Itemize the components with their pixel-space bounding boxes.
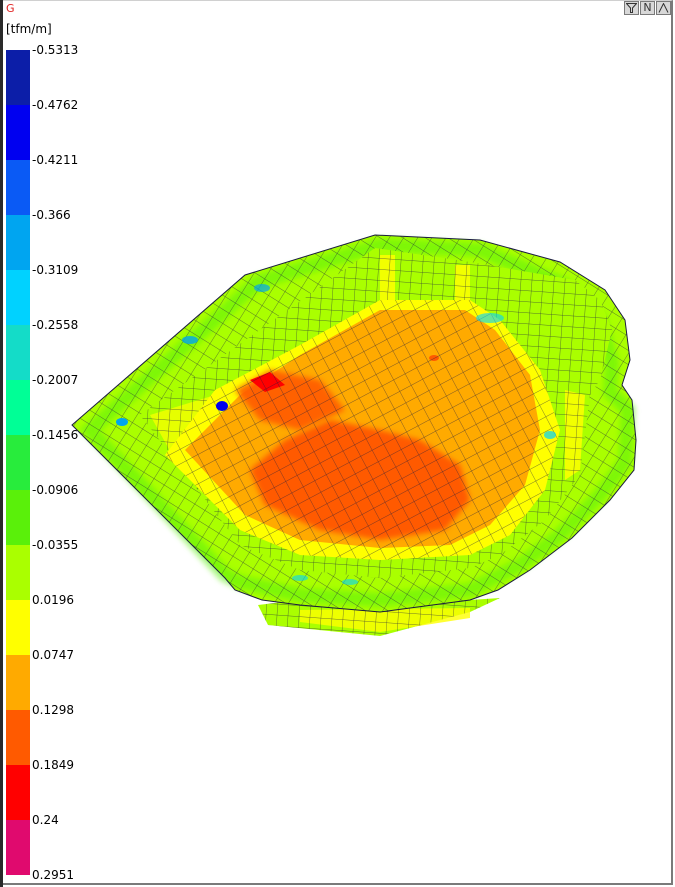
legend-band [6, 50, 30, 105]
chevron-up-icon [657, 3, 670, 13]
filter-button[interactable] [624, 1, 639, 15]
normal-view-button[interactable]: N [640, 1, 655, 15]
legend-band [6, 270, 30, 325]
legend-band [6, 215, 30, 270]
legend-label: -0.1456 [32, 428, 79, 442]
legend-band [6, 325, 30, 380]
model-bottom-skirt [258, 598, 500, 636]
collapse-button[interactable] [656, 1, 671, 15]
n-icon: N [643, 1, 652, 14]
legend-band [6, 820, 30, 875]
legend-label: 0.1849 [32, 758, 74, 772]
legend-label: 0.0196 [32, 593, 74, 607]
legend-label: 0.2951 [32, 868, 74, 882]
legend-band [6, 160, 30, 215]
window-left-edge [0, 0, 3, 887]
legend-band [6, 105, 30, 160]
legend-label: -0.0355 [32, 538, 79, 552]
view-toolbar: N [624, 1, 671, 15]
legend-label: 0.24 [32, 813, 59, 827]
legend-label: -0.2558 [32, 318, 79, 332]
legend-label: -0.5313 [32, 43, 79, 57]
legend-label: -0.3109 [32, 263, 79, 277]
legend-label: -0.4211 [32, 153, 79, 167]
legend-label: -0.366 [32, 208, 71, 222]
legend-label: -0.4762 [32, 98, 79, 112]
legend-label: -0.2007 [32, 373, 79, 387]
legend-label: -0.0906 [32, 483, 79, 497]
legend-band [6, 600, 30, 655]
model-low-value-spots [116, 284, 556, 585]
view-title: G [6, 2, 15, 15]
unit-label: [tfm/m] [6, 22, 52, 36]
legend-band [6, 710, 30, 765]
legend-band [6, 545, 30, 600]
legend-band [6, 490, 30, 545]
legend-band [6, 765, 30, 820]
filter-icon [625, 3, 638, 13]
model-floor [165, 300, 560, 560]
legend-band [6, 380, 30, 435]
legend-label: 0.0747 [32, 648, 74, 662]
legend-band [6, 655, 30, 710]
legend-label: 0.1298 [32, 703, 74, 717]
legend-band [6, 435, 30, 490]
